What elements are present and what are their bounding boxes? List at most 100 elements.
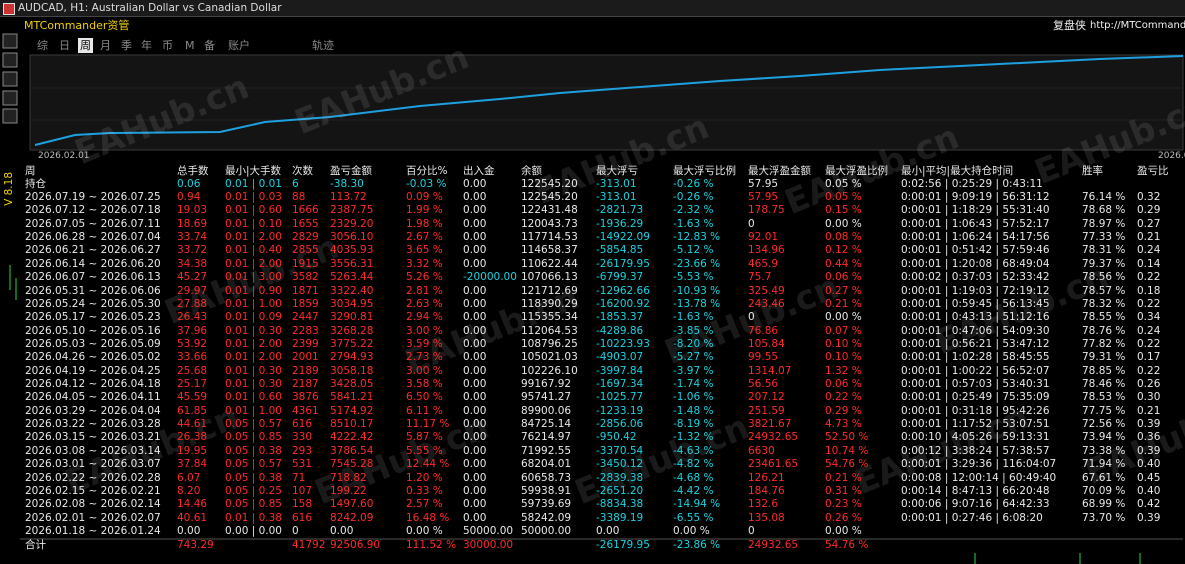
table-cell: 0:00:06 | 9:07:16 | 64:42:33	[901, 498, 1050, 511]
table-cell: 58242.09	[521, 511, 572, 524]
table-cell: 1314.07	[748, 364, 792, 377]
table-cell: 0.01 | 2.00	[225, 257, 282, 270]
table-cell: 24932.65	[748, 431, 799, 444]
table-cell: 0.21 %	[825, 297, 862, 310]
table-cell: 0.00	[463, 391, 487, 404]
table-cell: 0.22 %	[825, 391, 862, 404]
table-cell: 0.26	[1137, 378, 1161, 391]
table-cell: 2.81 %	[406, 284, 443, 297]
table-cell: 0.40	[1137, 484, 1161, 497]
tab[interactable]: 币	[162, 39, 173, 52]
table-cell: 0.01 | 2.00	[225, 337, 282, 350]
table-cell: 0.00	[463, 204, 487, 217]
table-cell: 184.76	[748, 484, 785, 497]
table-cell: 108796.25	[521, 337, 578, 350]
table-cell: 0.07 %	[825, 324, 862, 337]
tab[interactable]: 年	[141, 39, 152, 52]
tool-icon[interactable]	[2, 71, 18, 87]
table-cell: 105.84	[748, 337, 785, 350]
table-cell: 45.59	[177, 391, 208, 404]
table-cell: 0.00	[463, 471, 487, 484]
tab[interactable]: 日	[59, 39, 70, 52]
total-cell: -26179.95	[596, 539, 650, 552]
table-cell: 0.00	[463, 337, 487, 350]
column-header: 余额	[521, 165, 542, 177]
table-cell: 4.73 %	[825, 418, 862, 431]
table-cell: 19.03	[177, 204, 208, 217]
table-cell: 134.96	[748, 244, 785, 257]
tool-icon[interactable]	[2, 108, 18, 124]
table-cell: -3370.54	[596, 444, 644, 457]
tab[interactable]: 综	[37, 39, 48, 52]
table-cell: 75.7	[748, 271, 772, 284]
table-cell: 0.10 %	[825, 337, 862, 350]
holding-cell: 0.06	[177, 178, 201, 190]
tab[interactable]: 备	[204, 39, 215, 52]
tab[interactable]: M	[185, 39, 195, 52]
tab[interactable]: 月	[100, 39, 111, 52]
table-cell: 3428.05	[330, 378, 374, 391]
table-cell: 0.01 | 0.40	[225, 244, 282, 257]
table-cell: -1.32 %	[673, 431, 714, 444]
table-cell: 72.56 %	[1082, 418, 1126, 431]
table-cell: 0.08 %	[825, 231, 862, 244]
column-header: 最小|平均|最大持仓时间	[901, 165, 1014, 177]
table-cell: 0.00	[463, 378, 487, 391]
table-cell: 71.94 %	[1082, 458, 1126, 471]
table-cell: 0.00	[330, 525, 354, 537]
table-cell: 199.22	[330, 484, 367, 497]
table-cell: 0.01 | 0.03	[225, 191, 282, 203]
tab[interactable]: 周	[80, 39, 91, 52]
table-cell: 3876	[292, 391, 319, 404]
table-cell: 0.00	[463, 324, 487, 337]
table-cell: 2026.05.17 ~ 2026.05.23	[25, 311, 161, 324]
table-cell: 3.59 %	[406, 337, 443, 350]
table-cell: 1915	[292, 257, 319, 270]
table-cell: 0.42	[1137, 498, 1161, 511]
total-cell: -23.86 %	[673, 539, 721, 552]
table-cell: 0.21	[1137, 404, 1161, 417]
table-cell: -1.74 %	[673, 378, 714, 391]
total-cell: 30000.00	[463, 539, 514, 552]
table-cell: 102226.10	[521, 364, 578, 377]
table-cell: -4.42 %	[673, 484, 714, 497]
table-cell: 0:00:01 | 0:31:18 | 95:42:26	[901, 404, 1050, 417]
table-cell: -3.85 %	[673, 324, 714, 337]
table-cell: 135.08	[748, 511, 785, 524]
table-cell: 7545.28	[330, 458, 374, 471]
table-cell: 78.56 %	[1082, 271, 1126, 284]
table-cell: 76.86	[748, 324, 779, 337]
table-cell: 3290.81	[330, 311, 374, 324]
table-cell: -2.32 %	[673, 204, 714, 217]
table-cell: 2026.06.14 ~ 2026.06.20	[25, 257, 161, 270]
table-cell: -1936.29	[596, 217, 644, 230]
table-cell: 0.21 %	[825, 471, 862, 484]
table-cell: 0.00 %	[673, 525, 710, 537]
table-cell: 0.39	[1137, 444, 1161, 457]
table-cell: 88	[292, 191, 306, 203]
tab[interactable]: 季	[121, 39, 132, 52]
table-cell: 132.6	[748, 498, 779, 511]
table-cell: 0.00 %	[825, 525, 862, 537]
tab[interactable]: 账户	[228, 39, 250, 52]
table-cell: 112064.53	[521, 324, 578, 337]
table-cell: 0.00	[463, 458, 487, 471]
table-cell: 0.00	[463, 351, 487, 364]
table-cell: 0:00:08 | 12:00:14 | 60:49:40	[901, 471, 1057, 484]
table-cell: 3.65 %	[406, 244, 443, 257]
table-cell: 0.94	[177, 191, 201, 203]
table-cell: 0.05 | 0.57	[225, 458, 282, 471]
tab[interactable]: 轨迹	[312, 39, 334, 52]
table-cell: 18.69	[177, 217, 208, 230]
table-cell: 45.27	[177, 271, 208, 284]
table-cell: 2026.07.05 ~ 2026.07.11	[25, 217, 161, 230]
table-cell: 78.85 %	[1082, 364, 1126, 377]
table-cell: 0.21	[1137, 231, 1161, 244]
column-header: 最小|大手数	[225, 165, 282, 177]
table-cell: 1666	[292, 204, 319, 217]
total-cell: 743.29	[177, 539, 214, 552]
tool-icon[interactable]	[2, 90, 18, 106]
table-cell: 4035.93	[330, 244, 374, 257]
table-cell: 2026.03.01 ~ 2026.03.07	[25, 458, 161, 471]
table-cell: 6.11 %	[406, 404, 443, 417]
